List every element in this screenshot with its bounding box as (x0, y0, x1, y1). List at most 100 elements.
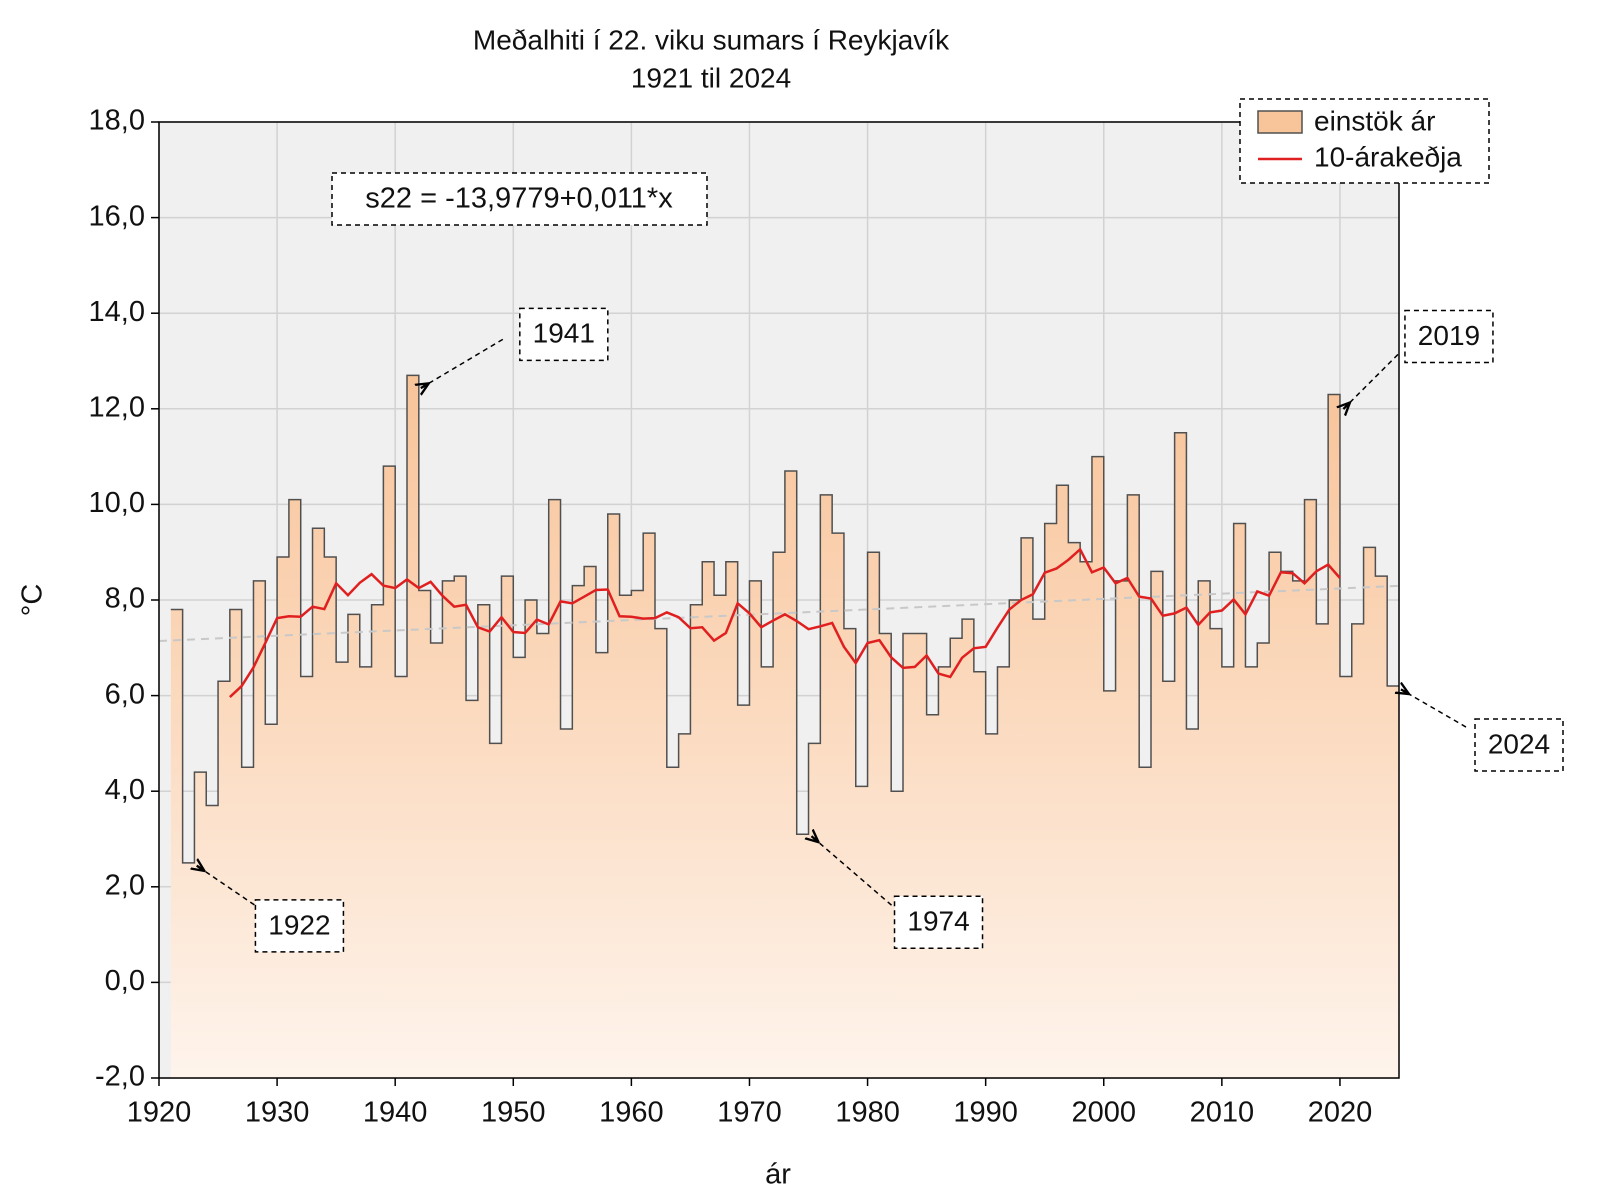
annotation-arrow (1350, 353, 1399, 402)
bar (1044, 523, 1058, 1078)
annotation-label: 2019 (1418, 320, 1480, 351)
bar (312, 528, 325, 1078)
x-tick-label: 2020 (1308, 1097, 1373, 1129)
bar (1139, 767, 1152, 1078)
y-tick-label: 4,0 (105, 774, 145, 806)
bar (501, 576, 514, 1078)
bar (879, 633, 892, 1078)
bar (1174, 432, 1187, 1078)
bar (407, 375, 420, 1078)
chart-subtitle: 1921 til 2024 (631, 62, 791, 93)
x-tick-label: 1990 (953, 1097, 1018, 1129)
annotation-arrow (819, 842, 893, 906)
bar (690, 604, 703, 1078)
x-tick-label: 1970 (717, 1097, 782, 1129)
axes: -2,0 0,0 2,0 4,0 6,0 8,0 10,0 12,0 14,0 16,0 18,0 1… (89, 105, 1373, 1129)
legend-label: einstök ár (1314, 105, 1435, 136)
legend-swatch (1257, 110, 1303, 134)
bar (513, 657, 526, 1078)
bar (796, 834, 810, 1078)
bar (843, 628, 857, 1078)
annotations: 1941 2019 1922 1974 2024 (204, 307, 1564, 953)
bar (324, 556, 337, 1078)
bar (631, 590, 644, 1078)
bar (655, 628, 668, 1078)
bar (1186, 729, 1199, 1078)
bar (1068, 542, 1081, 1078)
bar (1151, 571, 1164, 1078)
x-axis-label: ár (765, 1159, 791, 1191)
bar (383, 466, 396, 1078)
bar (218, 681, 231, 1078)
bar (714, 595, 727, 1078)
bar (1257, 643, 1270, 1078)
bar (678, 733, 691, 1078)
bar (253, 580, 266, 1078)
annotation-label: 1922 (268, 909, 330, 940)
bar (182, 862, 195, 1078)
bar (241, 767, 254, 1078)
y-axis-label: °C (17, 584, 49, 617)
bar (867, 552, 880, 1078)
bar (418, 590, 432, 1078)
moving-average-line (229, 547, 1341, 698)
bar (1091, 456, 1105, 1078)
bar (855, 786, 869, 1078)
bar (288, 499, 302, 1078)
bar (832, 533, 845, 1078)
bar (1245, 666, 1258, 1078)
bar (442, 580, 455, 1078)
bar (962, 619, 975, 1078)
bar (1280, 571, 1294, 1078)
bar (643, 533, 656, 1078)
bar (371, 604, 384, 1078)
bar (737, 705, 750, 1078)
bar (572, 585, 585, 1078)
bar (666, 767, 680, 1078)
equation-box (331, 172, 708, 226)
bar (1233, 523, 1246, 1078)
bar (1080, 561, 1093, 1078)
bar (454, 576, 467, 1078)
bar (1032, 619, 1046, 1078)
bar (1127, 494, 1140, 1078)
bar (1387, 686, 1399, 1078)
x-tick-label: 1940 (363, 1097, 428, 1129)
y-tick-label: 12,0 (89, 391, 145, 423)
bar (914, 633, 928, 1078)
y-tick-label: 14,0 (89, 296, 145, 328)
bar (206, 805, 219, 1078)
annotation-label: 1974 (907, 906, 969, 937)
y-tick-label: 6,0 (105, 678, 145, 710)
bar (595, 652, 609, 1078)
y-tick-label: 8,0 (105, 583, 145, 615)
bar (761, 666, 774, 1078)
bar (560, 729, 573, 1078)
bar (1351, 623, 1365, 1078)
bar (584, 566, 597, 1078)
bar (525, 600, 538, 1078)
bar (1269, 552, 1282, 1078)
bar (1198, 580, 1211, 1078)
bar (702, 561, 715, 1078)
bar (938, 666, 951, 1078)
bar (229, 609, 243, 1078)
bar (536, 633, 550, 1078)
annotation-box (1404, 309, 1494, 364)
x-tick-label: 1930 (245, 1097, 310, 1129)
bar (1292, 580, 1306, 1078)
bar (725, 561, 739, 1078)
bar (1021, 537, 1034, 1078)
legend-label: 10-árakeðja (1314, 141, 1462, 172)
chart-title: Meðalhiti í 22. viku sumars í Reykjavík (473, 24, 950, 55)
bar (997, 666, 1010, 1078)
x-tick-label: 1950 (481, 1097, 546, 1129)
bar (466, 700, 479, 1078)
bar (619, 595, 632, 1078)
bar (784, 470, 798, 1078)
bar (1304, 499, 1317, 1078)
bar (1115, 580, 1128, 1078)
annotation-label: 2024 (1488, 728, 1550, 759)
y-tick-label: -2,0 (95, 1061, 145, 1093)
bar (395, 676, 408, 1078)
